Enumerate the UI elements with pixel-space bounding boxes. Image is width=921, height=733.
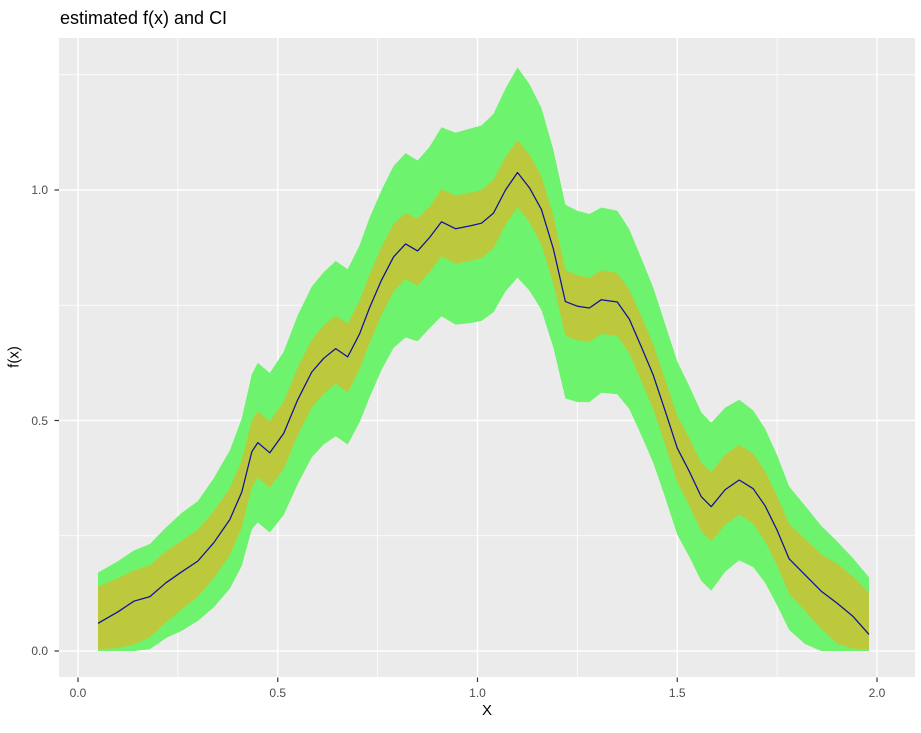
x-axis-title: X xyxy=(481,702,492,719)
x-tick-label: 1.0 xyxy=(469,686,486,700)
y-tick-label: 1.0 xyxy=(31,183,48,197)
inner-ci-band xyxy=(98,140,869,650)
x-tick-label: 2.0 xyxy=(868,686,886,700)
estimate-line xyxy=(97,171,870,635)
x-tick-label: 0.0 xyxy=(69,686,87,700)
x-tick-label: 1.5 xyxy=(668,686,686,700)
y-axis-title-text: f(x) xyxy=(5,346,23,368)
y-tick-label: 0.0 xyxy=(31,644,48,658)
y-tick-label: 0.5 xyxy=(31,413,48,428)
chart-title: estimated f(x) and CI xyxy=(60,8,228,28)
x-tick-label: 0.5 xyxy=(269,686,287,700)
outer-ci-band xyxy=(98,67,869,651)
